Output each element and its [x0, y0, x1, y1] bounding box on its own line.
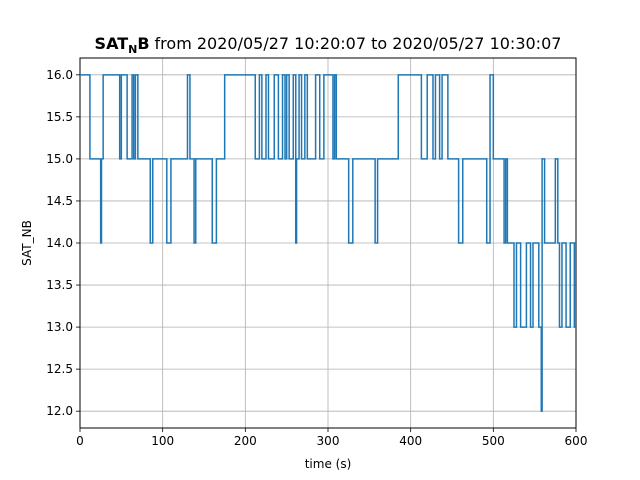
- x-axis-label: time (s): [305, 457, 352, 471]
- y-tick-label: 13.5: [46, 278, 73, 292]
- x-tick-label: 0: [76, 434, 84, 448]
- chart-title: SATNB from 2020/05/27 10:20:07 to 2020/05…: [95, 34, 562, 56]
- x-axis-ticks: 0 100 200 300 400 500 600: [76, 428, 587, 448]
- x-tick-label: 500: [482, 434, 505, 448]
- y-axis-label: SAT_NB: [20, 220, 34, 266]
- y-tick-label: 16.0: [46, 68, 73, 82]
- grid-lines: [79, 58, 577, 428]
- y-axis-ticks: 12.0 12.5 13.0 13.5 14.0 14.5 15.0 15.5 16.0: [46, 68, 80, 418]
- y-tick-label: 15.0: [46, 152, 73, 166]
- y-tick-label: 13.0: [46, 320, 73, 334]
- y-tick-label: 12.0: [46, 404, 73, 418]
- x-tick-label: 100: [151, 434, 174, 448]
- y-tick-label: 15.5: [46, 110, 73, 124]
- series-line: [80, 74, 576, 412]
- title-rest: from 2020/05/27 10:20:07 to 2020/05/27 1…: [155, 34, 562, 53]
- title-main: SAT: [95, 34, 129, 53]
- title-suffix: B: [137, 34, 149, 53]
- x-tick-label: 300: [317, 434, 340, 448]
- y-tick-label: 14.5: [46, 194, 73, 208]
- y-tick-label: 12.5: [46, 362, 73, 376]
- x-tick-label: 400: [399, 434, 422, 448]
- y-tick-label: 14.0: [46, 236, 73, 250]
- x-tick-label: 600: [565, 434, 588, 448]
- x-tick-label: 200: [234, 434, 257, 448]
- title-subscript: N: [128, 43, 137, 56]
